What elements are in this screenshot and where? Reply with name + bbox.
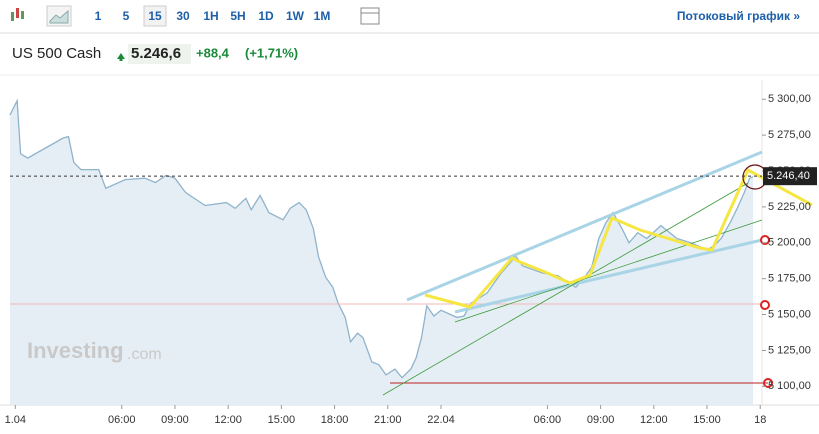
area-icon[interactable]: [46, 5, 72, 27]
watermark-brand: Investing: [27, 338, 124, 363]
x-tick-label: 15:00: [268, 414, 296, 426]
y-tick-label: 5 175,00: [768, 273, 811, 285]
trend-green: [382, 182, 749, 396]
y-tick-label: 5 150,00: [768, 308, 811, 320]
zigzag: [424, 167, 813, 309]
x-tick-label: 09:00: [161, 414, 189, 426]
interval-selected: [143, 5, 167, 27]
trend-green: [454, 219, 763, 323]
interval-button[interactable]: 1D: [258, 9, 274, 23]
alert-marker: [760, 300, 770, 310]
change: +88,4: [196, 45, 230, 60]
change-pct: (+1,71%): [245, 45, 298, 60]
interval-button[interactable]: 5: [123, 9, 130, 23]
y-tick-label: 5 275,00: [768, 129, 811, 141]
x-tick-label: 12:00: [214, 414, 242, 426]
interval-button[interactable]: 15: [148, 9, 162, 23]
x-tick-label: 15:00: [693, 414, 721, 426]
price-line: [9, 98, 754, 379]
plot: [9, 98, 754, 405]
interval-button[interactable]: 30: [176, 9, 190, 23]
up-arrow: [117, 53, 125, 61]
interval-button[interactable]: 1: [95, 9, 102, 23]
last-price-label: 5.246,40: [767, 170, 810, 182]
stream-link[interactable]: Потоковый график »: [677, 9, 800, 23]
x-tick-label: 18:00: [321, 414, 349, 426]
last-price-box: [763, 167, 817, 186]
y-tick-label: 5 100,00: [768, 380, 811, 392]
table-icon[interactable]: [360, 7, 380, 25]
x-tick-label: 06:00: [108, 414, 136, 426]
price: 5.246,6: [131, 45, 181, 62]
interval-button[interactable]: 1W: [286, 9, 305, 23]
watermark-suffix: .com: [127, 346, 162, 363]
price-box: [128, 44, 191, 64]
x-tick-label: 1.04: [5, 414, 26, 426]
drawings: [10, 150, 813, 396]
candle-icon[interactable]: [11, 8, 24, 21]
x-tick-label: 21:00: [374, 414, 402, 426]
y-tick-label: 5 200,00: [768, 237, 811, 249]
interval-button[interactable]: 5H: [230, 9, 245, 23]
channel-bottom: [454, 238, 763, 314]
interval-button[interactable]: 1H: [203, 9, 218, 23]
x-tick-label: 06:00: [534, 414, 562, 426]
y-tick-label: 5 300,00: [768, 93, 811, 105]
x-tick-label: 22.04: [427, 414, 455, 426]
x-tick-label: 12:00: [640, 414, 668, 426]
alert-marker: [763, 378, 773, 388]
alert-marker: [760, 235, 770, 245]
interval-button[interactable]: 1M: [314, 9, 331, 23]
y-tick-label: 5 125,00: [768, 344, 811, 356]
area-fill: [10, 100, 754, 405]
x-tick-label: 18: [754, 414, 766, 426]
instrument-name: US 500 Cash: [12, 45, 101, 62]
y-tick-label: 5 225,00: [768, 201, 811, 213]
x-tick-label: 09:00: [587, 414, 615, 426]
